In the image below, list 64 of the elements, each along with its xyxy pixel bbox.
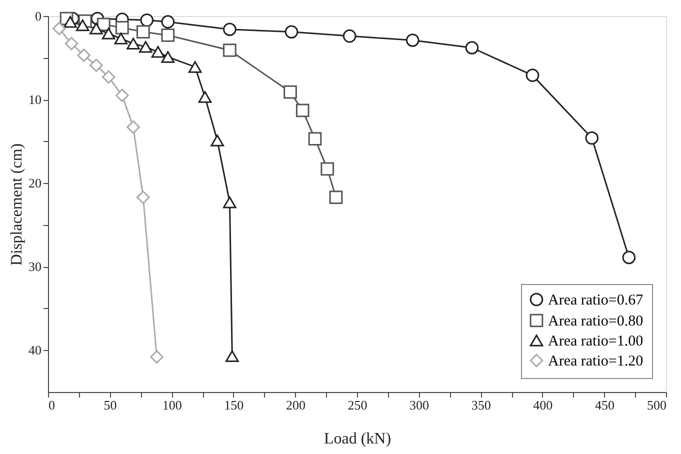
point <box>115 88 129 102</box>
point <box>465 41 479 54</box>
x-tick-label: 400 <box>533 398 553 412</box>
point <box>161 28 175 42</box>
point <box>102 28 116 40</box>
point <box>226 350 239 362</box>
x-tick-label: 150 <box>224 398 244 412</box>
point <box>64 36 78 50</box>
point <box>622 250 636 264</box>
x-tick-label: 500 <box>647 398 666 412</box>
x-tick-label: 50 <box>104 398 117 412</box>
point <box>223 44 236 57</box>
point <box>150 350 164 364</box>
y-tick-label: 40 <box>28 342 42 358</box>
point <box>406 34 420 47</box>
point <box>115 21 129 34</box>
point <box>526 68 540 82</box>
point <box>64 16 77 28</box>
point <box>138 41 152 53</box>
x-tick-label: 450 <box>594 398 614 412</box>
point <box>114 32 128 44</box>
point <box>284 25 298 39</box>
point <box>76 19 90 32</box>
y-tick-label: 0 <box>35 8 42 24</box>
x-axis-title: Load (kN) <box>324 430 392 448</box>
legend-label: Area ratio=0.80 <box>548 314 644 330</box>
y-tick-label: 30 <box>28 259 42 274</box>
x-tick-label: 250 <box>348 398 368 412</box>
point <box>342 29 356 43</box>
y-tick-label: 10 <box>28 92 42 108</box>
x-tick-label: 300 <box>410 398 430 412</box>
point <box>151 46 165 58</box>
y-axis-title: Displacement (cm) <box>8 143 26 266</box>
x-tick-label: 100 <box>162 398 182 412</box>
x-tick-label: 0 <box>48 398 55 412</box>
point <box>161 51 175 63</box>
point <box>90 22 103 34</box>
point <box>320 162 334 176</box>
point <box>585 131 599 145</box>
point <box>126 38 140 50</box>
x-tick-label: 350 <box>471 398 491 412</box>
point <box>136 25 150 39</box>
point <box>210 134 224 146</box>
point <box>102 70 116 84</box>
point <box>140 14 154 27</box>
point <box>329 190 343 204</box>
point <box>136 190 150 204</box>
legend-label: Area ratio=1.20 <box>548 354 644 370</box>
y-tick-label: 20 <box>28 176 42 191</box>
legend-label: Area ratio=1.00 <box>548 334 644 350</box>
point <box>77 48 91 62</box>
x-tick-label: 200 <box>286 398 306 412</box>
point <box>308 132 322 146</box>
legend-label: Area ratio=0.67 <box>548 292 644 308</box>
point <box>52 22 66 36</box>
point <box>198 91 212 103</box>
point <box>223 196 236 208</box>
point <box>188 61 202 73</box>
point <box>161 15 175 29</box>
point <box>126 120 140 134</box>
point <box>90 58 103 72</box>
point <box>296 104 310 118</box>
point <box>284 85 297 99</box>
point <box>223 22 236 36</box>
